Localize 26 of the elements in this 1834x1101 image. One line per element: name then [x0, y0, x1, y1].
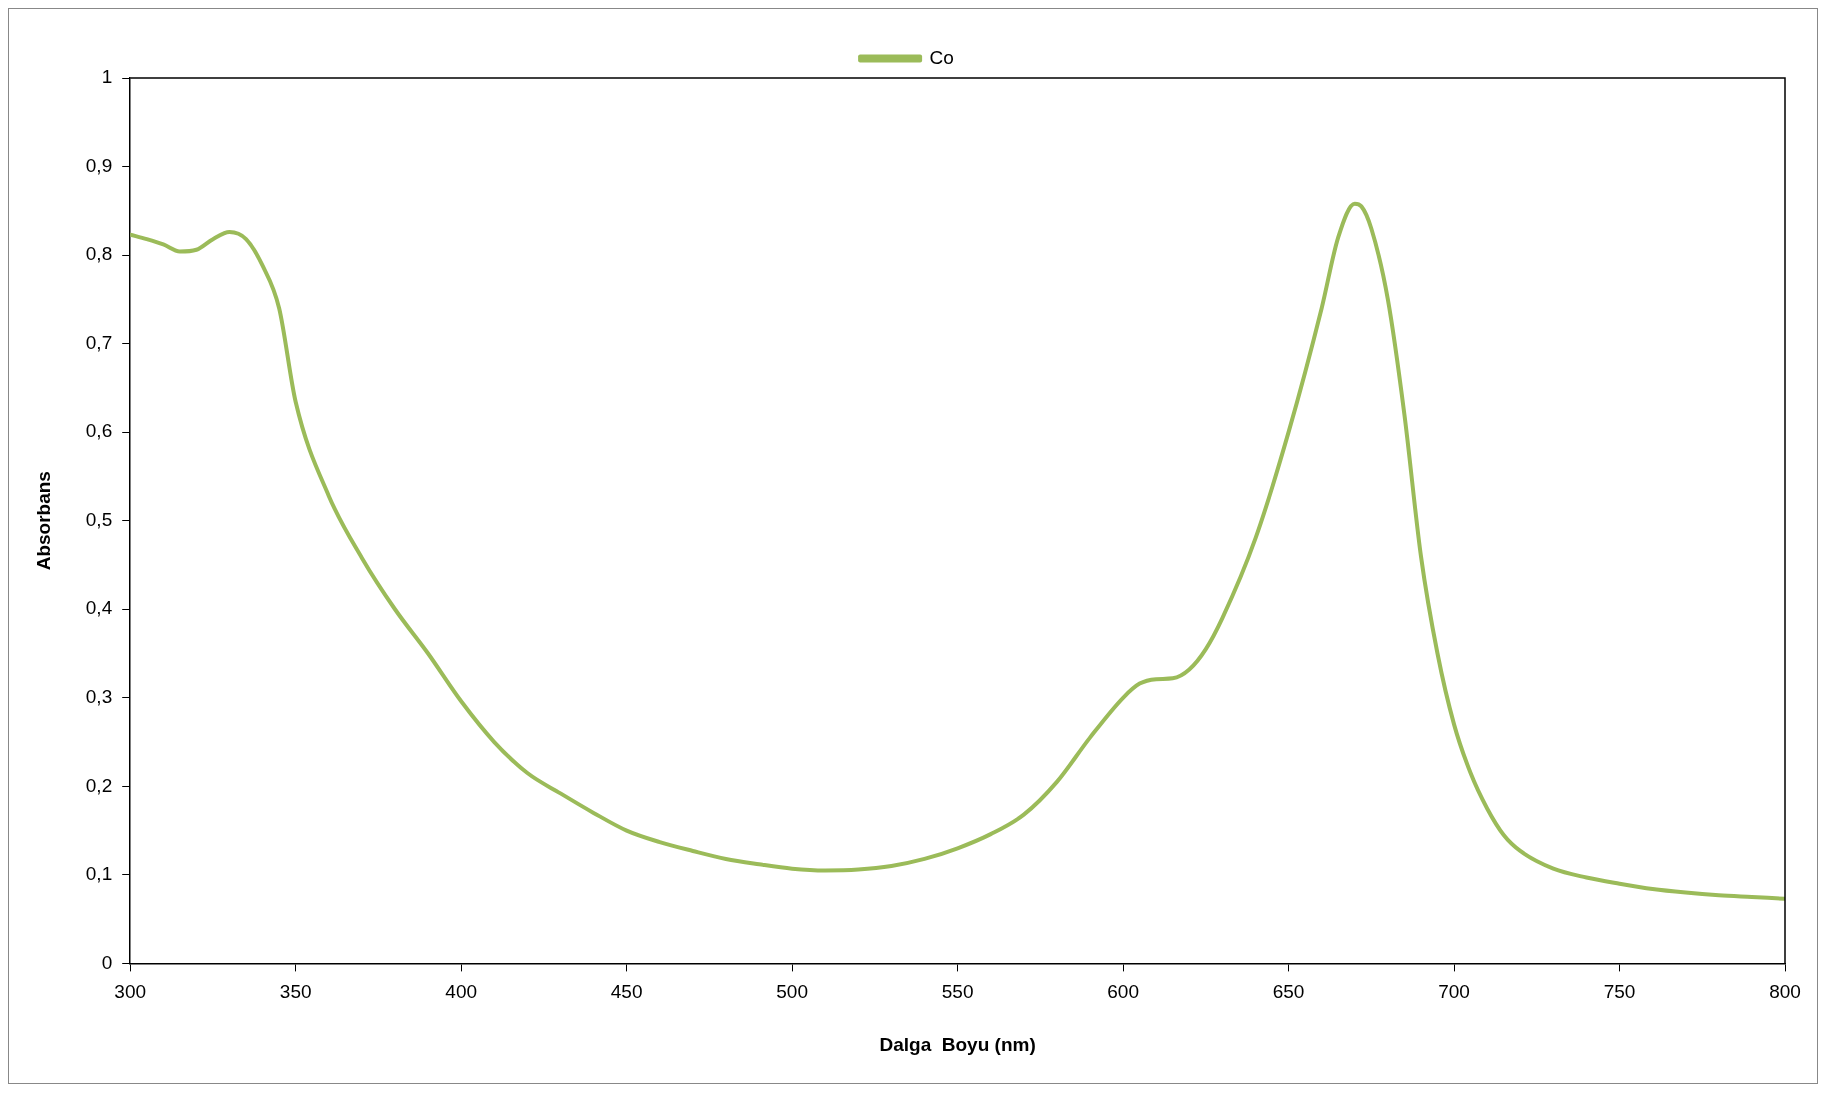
- x-tick-label: 300: [114, 981, 147, 1003]
- y-tick-label: 1: [101, 66, 113, 88]
- y-tick-label: 0,2: [85, 774, 113, 796]
- x-tick-label: 800: [1769, 981, 1801, 1003]
- x-tick-label: 400: [445, 981, 478, 1003]
- y-tick-label: 0,1: [85, 863, 113, 885]
- y-axis-title: Absorbans: [32, 471, 54, 571]
- x-tick-label: 550: [941, 981, 974, 1003]
- y-tick-label: 0,3: [85, 686, 113, 708]
- line-series: [130, 201, 1785, 901]
- legend-label: Co: [929, 46, 954, 68]
- y-tick-label: 0: [101, 951, 113, 973]
- y-tick-label: 0,7: [85, 331, 113, 353]
- x-tick-label: 750: [1603, 981, 1636, 1003]
- x-tick-label: 350: [279, 981, 312, 1003]
- x-tick-label: 500: [776, 981, 808, 1003]
- y-tick-label: 0,6: [85, 420, 113, 442]
- x-tick-label: 700: [1438, 981, 1470, 1003]
- y-tick-label: 0,5: [85, 508, 113, 530]
- y-tick-label: 0,8: [85, 243, 113, 265]
- x-tick-label: 650: [1272, 981, 1305, 1003]
- x-tick-label: 450: [610, 981, 643, 1003]
- y-tick-label: 0,4: [85, 597, 113, 619]
- x-tick-label: 600: [1107, 981, 1139, 1003]
- y-tick-label: 0,9: [85, 154, 113, 176]
- x-axis-title: Dalga Boyu (nm): [879, 1033, 1036, 1055]
